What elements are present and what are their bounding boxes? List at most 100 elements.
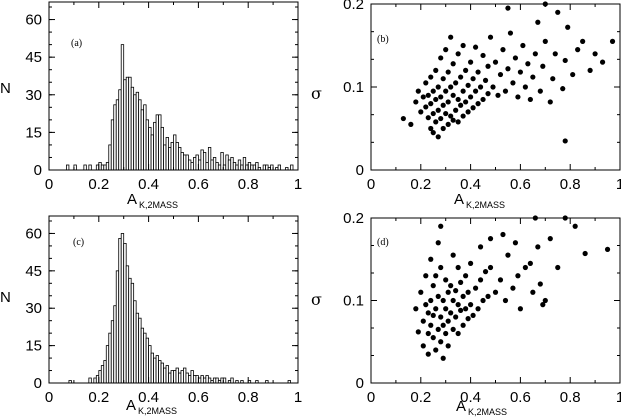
scatter-point bbox=[450, 326, 456, 332]
x-tick-label: 0.4 bbox=[138, 389, 159, 406]
scatter-point bbox=[438, 55, 444, 61]
scatter-point bbox=[440, 355, 446, 361]
histogram-bar bbox=[277, 164, 281, 171]
scatter-point bbox=[485, 63, 491, 69]
scatter-point bbox=[445, 69, 451, 75]
scatter-point bbox=[497, 71, 504, 78]
x-axis-label-sub: K,2MASS bbox=[468, 407, 507, 417]
y-tick-label: 15 bbox=[25, 338, 42, 355]
scatter-point bbox=[537, 281, 543, 287]
scatter-point bbox=[443, 110, 449, 117]
x-tick-label: 1 bbox=[294, 176, 302, 193]
scatter-point bbox=[468, 59, 474, 65]
scatter-point bbox=[572, 223, 578, 229]
scatter-point bbox=[515, 94, 521, 100]
scatter-point bbox=[435, 134, 441, 140]
scatter-point bbox=[413, 306, 419, 312]
scatter-point bbox=[500, 231, 506, 238]
scatter-point bbox=[420, 94, 426, 100]
scatter-point bbox=[408, 121, 414, 127]
histogram-bar bbox=[290, 164, 294, 171]
scatter-point bbox=[400, 115, 406, 122]
scatter-point bbox=[565, 24, 571, 30]
x-tick-label: 0 bbox=[45, 389, 53, 406]
scatter-point bbox=[472, 44, 479, 50]
scatter-point bbox=[575, 47, 581, 53]
x-axis-label: A bbox=[454, 191, 464, 208]
scatter-point bbox=[443, 88, 449, 94]
scatter-point bbox=[460, 293, 466, 299]
scatter-point bbox=[480, 297, 486, 304]
axis-ticks: 0 0.2 0.4 0.6 0.8 1 0 0.1 0.2 bbox=[343, 0, 621, 193]
scatter-point bbox=[435, 293, 441, 299]
scatter-point bbox=[510, 285, 516, 291]
scatter-point bbox=[443, 47, 449, 53]
histogram-bar bbox=[88, 377, 92, 384]
scatter-point bbox=[423, 302, 429, 308]
scatter-point bbox=[520, 42, 526, 49]
scatter-point bbox=[580, 38, 586, 44]
histogram-bar bbox=[88, 164, 92, 171]
y-tick-label: 0 bbox=[356, 375, 364, 392]
scatter-point bbox=[438, 223, 444, 229]
scatter-point bbox=[448, 283, 454, 289]
axis-ticks: 0 0.2 0.4 0.6 0.8 1 0 15 30 45 60 bbox=[25, 216, 302, 406]
y-tick-label: 30 bbox=[25, 87, 42, 104]
scatter-point bbox=[453, 107, 459, 113]
scatter-point bbox=[463, 99, 469, 105]
scatter-point bbox=[438, 115, 444, 122]
scatter-point bbox=[440, 125, 446, 132]
scatter-point bbox=[413, 99, 419, 105]
scatter-point bbox=[448, 113, 454, 119]
x-tick-label: 0.2 bbox=[88, 389, 109, 406]
scatter-point bbox=[460, 42, 466, 49]
scatter-point bbox=[582, 250, 588, 257]
x-tick-label: 0.4 bbox=[138, 176, 159, 193]
scatter-point bbox=[418, 109, 424, 115]
x-axis-label-sub: K,2MASS bbox=[466, 200, 505, 210]
scatter-point bbox=[490, 84, 496, 90]
scatter-point bbox=[448, 34, 454, 40]
scatter-panel-d: 0 0.2 0.4 0.6 0.8 1 0 0.1 0.2 (d) σ A K,2MASS bbox=[311, 210, 621, 417]
scatter-point bbox=[435, 240, 441, 246]
scatter-point bbox=[455, 119, 461, 125]
scatter-point bbox=[430, 110, 436, 117]
scatter-point bbox=[609, 38, 616, 44]
scatter-point bbox=[472, 285, 479, 291]
x-tick-label: 1 bbox=[616, 389, 621, 406]
scatter-point bbox=[515, 273, 521, 279]
scatter-point bbox=[435, 326, 441, 332]
x-tick-label: 1 bbox=[294, 389, 302, 406]
scatter-point bbox=[475, 306, 481, 312]
scatter-point bbox=[552, 51, 558, 57]
scatter-point bbox=[550, 76, 556, 82]
x-axis-label: A bbox=[127, 191, 137, 208]
scatter-point bbox=[428, 297, 434, 304]
y-axis-label: σ bbox=[311, 84, 322, 103]
histogram-panel-a: 0 0.2 0.4 0.6 0.8 1 0 15 30 45 60 (a) N A K,2MASS bbox=[0, 1, 302, 210]
scatter-point bbox=[423, 273, 429, 279]
scatter-point bbox=[477, 84, 484, 90]
scatter-point bbox=[430, 312, 436, 318]
scatter-point bbox=[482, 77, 489, 83]
histogram-bar bbox=[66, 164, 70, 171]
scatter-point bbox=[492, 59, 499, 65]
axis-ticks: 0 0.2 0.4 0.6 0.8 1 0 0.1 0.2 bbox=[343, 210, 621, 406]
scatter-point bbox=[453, 314, 459, 320]
scatter-point bbox=[463, 273, 469, 279]
scatter-point bbox=[542, 297, 548, 304]
x-tick-label: 0.8 bbox=[560, 389, 581, 406]
scatter-point bbox=[535, 19, 541, 25]
scatter-point bbox=[468, 94, 474, 100]
scatter-point bbox=[458, 279, 464, 285]
y-tick-label: 60 bbox=[25, 225, 42, 242]
scatter-point bbox=[455, 51, 461, 57]
scatter-point bbox=[505, 5, 511, 11]
scatter-point bbox=[555, 9, 561, 15]
panel-tag: (c) bbox=[73, 237, 84, 248]
y-tick-label: 60 bbox=[25, 12, 42, 29]
scatter-point bbox=[433, 273, 439, 279]
scatter-point bbox=[477, 277, 484, 283]
x-tick-label: 0.2 bbox=[410, 176, 431, 193]
y-axis-label: σ bbox=[311, 290, 322, 309]
